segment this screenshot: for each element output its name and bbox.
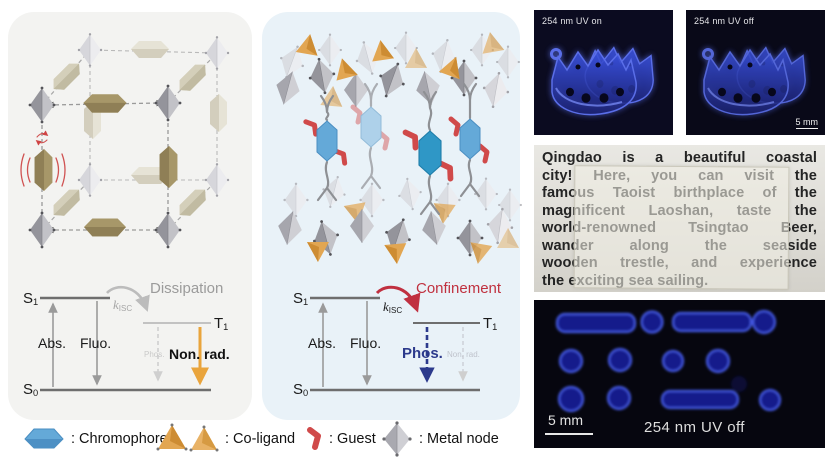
vibration-marks	[20, 130, 66, 187]
samples-scalebar: 5 mm	[548, 412, 583, 428]
transparent-film-overlay	[573, 165, 790, 290]
legend-guest: : Guest	[306, 422, 376, 456]
mof-framework-dissipation	[20, 32, 230, 249]
phos-label-mid: Phos.	[402, 345, 443, 362]
text-line: Qingdao is a beautiful coastal	[542, 150, 817, 166]
nonrad-label-left: Non. rad.	[169, 346, 230, 362]
t1-label-left: T1	[214, 315, 229, 333]
kisc-label-mid: kISC	[383, 299, 403, 315]
legend-metal-node: : Metal node	[380, 421, 499, 457]
bottom-metal-cluster	[274, 172, 523, 266]
jablonski-confinement	[310, 285, 480, 392]
kisc-label-left: kISC	[113, 297, 133, 313]
guest-icon	[307, 427, 321, 450]
organic-linkers	[316, 82, 481, 216]
legend-coligand: : Co-ligand	[156, 422, 295, 456]
dissipation-panel	[8, 12, 252, 420]
top-metal-cluster	[271, 30, 521, 111]
confinement-title: Confinement	[416, 280, 502, 297]
abs-label-left: Abs.	[38, 335, 67, 351]
legend-chromophore: : Chromophore	[22, 422, 168, 456]
uv-off-label: 254 nm UV off	[694, 16, 754, 26]
nonrad-label-mid: Non. rad.	[447, 350, 480, 359]
metal-node-icon	[382, 421, 412, 457]
samples-uv-label: 254 nm UV off	[644, 419, 745, 436]
legend-guest-label: : Guest	[329, 431, 376, 447]
s1-label-left: S1	[23, 290, 39, 308]
energy-levels	[40, 296, 211, 392]
s0-label-mid: S0	[293, 381, 309, 399]
fluo-label-left: Fluo.	[80, 335, 112, 351]
legend-chromophore-label: : Chromophore	[71, 431, 168, 447]
dissipation-title: Dissipation	[150, 280, 224, 297]
s0-label-left: S0	[23, 381, 39, 399]
energy-levels	[310, 296, 480, 392]
crown-scalebar: 5 mm	[795, 117, 818, 129]
s1-label-mid: S1	[293, 290, 309, 308]
scalebar-line	[545, 433, 593, 435]
mof-framework-confinement	[271, 30, 523, 266]
fluo-label-mid: Fluo.	[350, 335, 382, 351]
crown-photo-uv-off: 254 nm UV off 5 mm	[686, 10, 825, 135]
crown-uv-on-image	[550, 40, 660, 117]
legend-metal-node-label: : Metal node	[419, 431, 499, 447]
diagonal-chromophores	[48, 58, 211, 221]
transition-arrows	[48, 285, 209, 387]
glowing-samples-image	[555, 309, 782, 413]
jablonski-dissipation	[40, 285, 211, 392]
samples-photo-uv-off: 5 mm 254 nm UV off	[534, 300, 825, 448]
transparency-demo-photo: Qingdao is a beautiful coastal city! Her…	[534, 145, 825, 292]
transition-arrows	[318, 285, 468, 387]
blue-chromophores	[316, 106, 481, 176]
chromophore-hexagon-icon	[24, 428, 64, 449]
crown-photo-uv-on: 254 nm UV on	[534, 10, 673, 135]
uv-on-label: 254 nm UV on	[542, 16, 602, 26]
legend-coligand-label: : Co-ligand	[225, 431, 296, 447]
sample-shapes	[555, 309, 782, 413]
t1-label-mid: T1	[483, 315, 498, 333]
phos-label-left: Phos.	[144, 350, 165, 359]
coligand-tetrahedra-icon	[156, 423, 219, 452]
abs-label-mid: Abs.	[308, 335, 337, 351]
